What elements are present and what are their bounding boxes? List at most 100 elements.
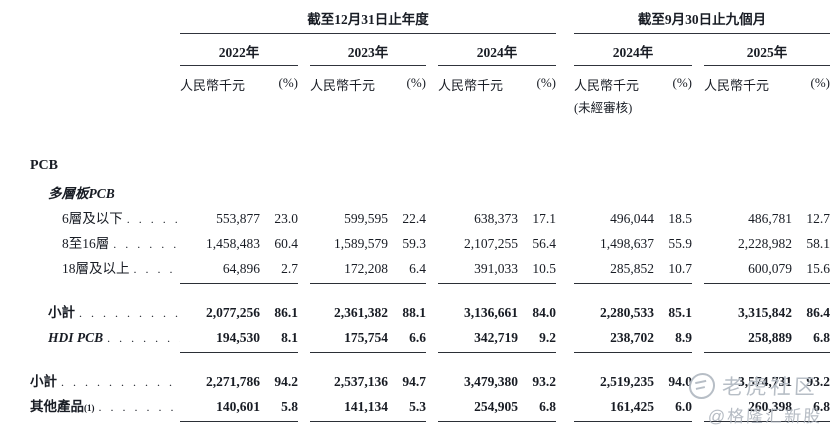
row-label-cell: 8至16層. . . . . . . . . . . . . . . . . .…: [30, 232, 180, 252]
table-row: 多層板PCB: [30, 174, 830, 202]
row-label-cell: PCB: [30, 158, 180, 174]
column-gap: [426, 283, 438, 285]
column-gap: [556, 352, 574, 354]
column-rule-row: [30, 283, 830, 284]
value-cell: 1,589,579: [334, 236, 388, 251]
column-gap: [692, 352, 704, 354]
value-rule: [704, 352, 792, 354]
percent-rule: [792, 421, 830, 423]
value-cell: 2,077,256: [206, 305, 260, 320]
dot-leader: . . . . . . . . . . . . . . . . . . . . …: [98, 400, 181, 414]
column-gap: [298, 283, 310, 285]
unit-label: 人民幣千元: [180, 78, 246, 93]
value-rule: [438, 421, 518, 423]
percent-cell: 5.3: [409, 399, 426, 414]
row-label: 8至16層: [62, 236, 110, 251]
percent-rule: [260, 283, 298, 285]
column-gap: [426, 421, 438, 423]
pct-label: (%): [810, 75, 830, 90]
value-cell: 342,719: [474, 330, 518, 345]
year-2023: 2023年: [310, 41, 426, 66]
unit-label: 人民幣千元: [574, 78, 640, 93]
percent-cell: 94.2: [274, 374, 298, 389]
percent-rule: [654, 352, 692, 354]
value-cell: 172,208: [344, 261, 388, 276]
value-cell: 175,754: [344, 330, 388, 345]
percent-cell: 12.7: [806, 211, 830, 226]
table-header-unaudited: (未經審核): [30, 97, 830, 116]
percent-cell: 86.4: [806, 305, 830, 320]
table-row: PCB: [30, 148, 830, 174]
value-cell: 1,458,483: [206, 236, 260, 251]
column-gap: [692, 283, 704, 285]
percent-cell: 6.6: [409, 330, 426, 345]
column-gap: [298, 352, 310, 354]
value-cell: 140,601: [216, 399, 260, 414]
percent-cell: 6.8: [813, 330, 830, 345]
percent-cell: 6.0: [675, 399, 692, 414]
pct-label: (%): [536, 75, 557, 90]
row-label: 18層及以上: [62, 261, 130, 276]
value-cell: 1,498,637: [600, 236, 654, 251]
column-gap: [692, 421, 704, 423]
value-cell: 194,530: [216, 330, 260, 345]
percent-cell: 6.8: [813, 399, 830, 414]
unaudited-note: (未經審核): [574, 101, 633, 115]
value-cell: 553,877: [216, 211, 260, 226]
value-rule: [180, 352, 260, 354]
watermark-handle: @格隆汇新股: [707, 407, 823, 426]
rule-spacer: [30, 283, 180, 285]
value-cell: 64,896: [222, 261, 260, 276]
column-gap: [556, 421, 574, 423]
year-2022: 2022年: [180, 41, 298, 66]
percent-cell: 10.5: [532, 261, 556, 276]
value-cell: 3,479,380: [464, 374, 518, 389]
value-rule: [574, 421, 654, 423]
value-cell: 2,537,136: [334, 374, 388, 389]
value-rule: [574, 283, 654, 285]
percent-cell: 6.4: [409, 261, 426, 276]
percent-cell: 8.1: [281, 330, 298, 345]
percent-rule: [654, 421, 692, 423]
row-label: 小計: [30, 374, 57, 389]
percent-cell: 22.4: [402, 211, 426, 226]
percent-cell: 15.6: [806, 261, 830, 276]
value-cell: 285,852: [610, 261, 654, 276]
value-cell: 600,079: [748, 261, 792, 276]
dot-leader: . . . . . . . . . . . . . . . . . . . . …: [133, 262, 181, 276]
percent-rule: [388, 421, 426, 423]
unit-label: 人民幣千元: [310, 78, 376, 93]
value-rule: [310, 352, 388, 354]
value-cell: 2,271,786: [206, 374, 260, 389]
value-cell: 258,889: [748, 330, 792, 345]
percent-cell: 56.4: [532, 236, 556, 251]
percent-rule: [388, 283, 426, 285]
dot-leader: . . . . . . . . . . . . . . . . . . . . …: [113, 237, 180, 251]
value-cell: 599,595: [344, 211, 388, 226]
column-gap: [426, 352, 438, 354]
percent-rule: [518, 421, 556, 423]
value-cell: 2,107,255: [464, 236, 518, 251]
table-row: 8至16層. . . . . . . . . . . . . . . . . .…: [30, 227, 830, 252]
year-2024: 2024年: [438, 41, 556, 66]
period-group-nine-months: 截至9月30日止九個月: [574, 8, 830, 34]
percent-rule: [260, 421, 298, 423]
percent-cell: 8.9: [675, 330, 692, 345]
value-rule: [704, 421, 792, 423]
watermark-brand: 老虎社区: [688, 371, 819, 401]
dot-leader: . . . . . . . . . . . . . . . . . . . . …: [126, 212, 180, 226]
row-label: 其他產品: [30, 399, 84, 414]
percent-cell: 55.9: [668, 236, 692, 251]
percent-cell: 9.2: [539, 330, 556, 345]
value-rule: [704, 283, 792, 285]
row-label: 多層板PCB: [48, 186, 115, 201]
value-cell: 2,280,533: [600, 305, 654, 320]
value-cell: 638,373: [474, 211, 518, 226]
table-header-units: 人民幣千元 (%) 人民幣千元 (%) 人民幣千元 (%) 人民幣千元 (%) …: [30, 75, 830, 94]
value-cell: 161,425: [610, 399, 654, 414]
value-cell: 486,781: [748, 211, 792, 226]
percent-cell: 2.7: [281, 261, 298, 276]
column-rule-row: [30, 421, 830, 422]
value-cell: 2,519,235: [600, 374, 654, 389]
row-label: PCB: [30, 158, 58, 173]
